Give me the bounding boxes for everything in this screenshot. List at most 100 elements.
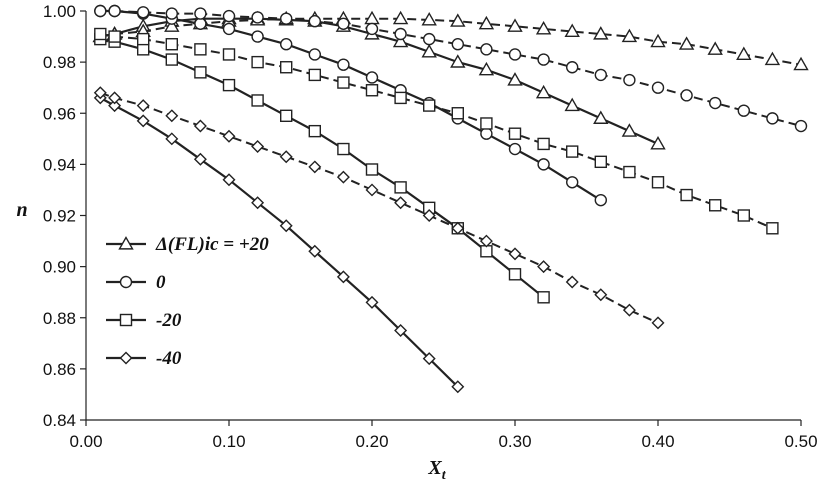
y-tick-label: 0.90 [43, 258, 76, 277]
x-tick-label: 0.30 [498, 432, 531, 451]
data-point-square [308, 124, 321, 138]
data-point-triangle [564, 97, 580, 112]
data-point-diamond [108, 91, 122, 105]
data-point-diamond [136, 114, 150, 128]
data-point-triangle [650, 33, 666, 48]
x-tick-label: 0.10 [212, 432, 245, 451]
data-point-square [508, 268, 522, 281]
data-point-triangle [793, 56, 809, 71]
data-point-triangle [450, 13, 466, 27]
data-point-triangle [392, 33, 409, 48]
data-point-circle [337, 17, 350, 30]
data-point-square [480, 117, 493, 130]
data-point-square [337, 76, 350, 89]
data-point-circle [308, 48, 321, 61]
legend-marker-diamond [119, 351, 133, 365]
data-point-circle [222, 22, 236, 36]
data-point-square [651, 176, 665, 189]
data-point-triangle [678, 36, 695, 50]
data-point-circle [337, 58, 350, 71]
data-point-square [709, 199, 722, 212]
x-axis-title: Xt [427, 457, 446, 483]
legend-item-circle: 0 [106, 272, 166, 293]
data-point-triangle [421, 12, 437, 26]
data-point-triangle [736, 46, 752, 61]
data-point-circle [594, 193, 607, 207]
data-point-diamond [279, 150, 293, 164]
data-point-diamond [222, 173, 236, 187]
data-point-diamond [136, 99, 150, 113]
data-point-circle [566, 176, 579, 189]
data-point-diamond [394, 324, 408, 338]
data-point-circle [480, 43, 493, 56]
data-point-diamond [594, 288, 608, 302]
data-point-square [94, 27, 107, 41]
data-point-square [136, 32, 150, 46]
data-point-circle [251, 11, 264, 24]
x-tick-label: 0.50 [784, 432, 817, 451]
series-square-dashed [94, 27, 779, 235]
data-point-circle [280, 12, 293, 25]
data-point-diamond [251, 139, 265, 153]
data-point-triangle [535, 84, 552, 99]
data-point-triangle [621, 28, 638, 43]
data-point-diamond [193, 119, 207, 133]
data-point-triangle [621, 123, 638, 137]
legend-item-diamond: -40 [106, 348, 182, 369]
data-point-square [537, 291, 550, 304]
data-point-diamond [308, 244, 322, 258]
data-point-circle [508, 48, 522, 61]
data-point-circle [680, 89, 693, 102]
data-point-circle [737, 104, 750, 117]
x-tick-label: 0.00 [69, 432, 102, 451]
data-point-diamond [394, 196, 408, 210]
series-line [99, 96, 459, 388]
data-point-square [251, 55, 264, 69]
series-layer [92, 4, 809, 394]
data-point-square [194, 66, 207, 79]
series-line [99, 91, 659, 324]
data-point-diamond [165, 109, 179, 123]
data-point-diamond [537, 260, 551, 274]
legend-marker-square [119, 313, 133, 327]
legend-item-square: -20 [106, 310, 182, 331]
data-point-square [136, 43, 150, 56]
legend-label: -20 [156, 310, 182, 331]
y-axis-title: n [16, 199, 27, 221]
data-point-square [308, 68, 321, 82]
data-point-square [737, 209, 750, 222]
y-tick-label: 0.98 [43, 53, 76, 72]
y-tick-label: 0.84 [43, 411, 76, 430]
data-point-triangle [593, 110, 609, 124]
data-point-circle [136, 6, 150, 19]
data-point-circle [566, 61, 579, 74]
data-point-diamond [193, 152, 207, 166]
data-point-circle [766, 112, 779, 125]
data-point-square [394, 181, 407, 194]
data-point-square [423, 99, 436, 112]
data-point-diamond [308, 160, 322, 174]
data-point-diamond [479, 234, 493, 248]
data-point-diamond [365, 183, 379, 197]
legend-label: -40 [156, 348, 182, 369]
data-point-circle [194, 17, 207, 30]
data-point-circle [365, 71, 379, 84]
data-point-diamond [622, 303, 636, 317]
data-point-square [594, 155, 607, 169]
data-point-circle [394, 27, 407, 41]
data-point-diamond [422, 352, 436, 366]
data-point-triangle [164, 18, 180, 32]
data-point-diamond [651, 316, 665, 330]
data-point-triangle [392, 10, 409, 25]
data-point-circle [594, 68, 607, 82]
y-tick-label: 0.92 [43, 207, 76, 226]
data-point-circle [308, 15, 321, 28]
data-point-triangle [593, 26, 609, 40]
series-diamond-solid [93, 91, 465, 394]
data-point-diamond [451, 221, 465, 235]
data-point-circle [94, 4, 107, 18]
data-point-square [165, 38, 179, 51]
legend-marker-triangle [118, 236, 134, 250]
data-point-triangle [650, 136, 666, 150]
